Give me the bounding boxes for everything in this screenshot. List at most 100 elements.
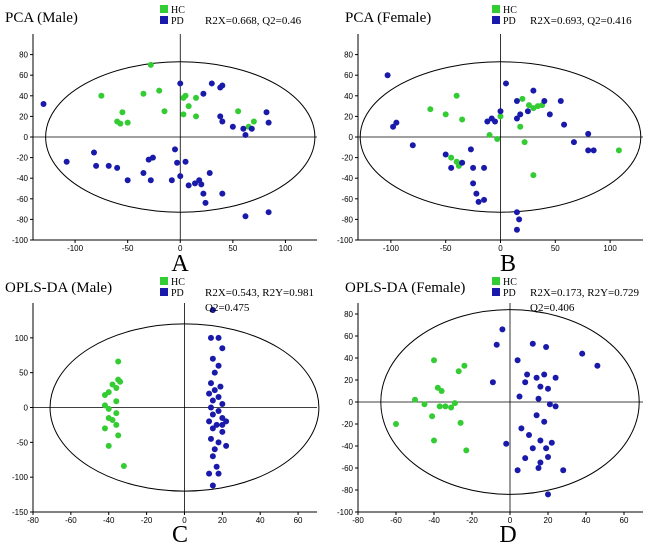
legend-pd-label: PD [171,16,184,27]
pd-point [585,147,592,154]
y-tick-label: -100 [337,236,354,245]
hc-point [119,109,126,116]
pd-point [209,397,216,404]
hc-point [113,398,120,405]
y-tick-label: 60 [344,332,353,341]
hc-point [98,92,105,99]
x-tick-label: -50 [122,244,134,253]
pd-point [585,130,592,137]
y-tick-label: 40 [19,92,28,101]
x-tick-label: 50 [228,244,237,253]
pd-point [557,97,564,104]
hc-point [438,388,445,394]
hc-point [140,90,147,97]
legend-hc-swatch [492,277,500,285]
y-tick-label: -60 [341,464,353,473]
x-tick-label: 0 [498,244,503,253]
panel-letter: D [499,522,516,548]
pd-point [140,170,147,177]
pd-point [207,380,214,387]
panel-letter: C [172,522,188,548]
confidence-ellipse [45,61,316,213]
pd-point [168,177,175,184]
pd-point [537,437,544,444]
pd-point [481,164,488,171]
y-tick-label: -150 [12,508,29,517]
pd-point [215,407,222,414]
pd-point [182,158,189,165]
legend-pd-swatch [160,16,168,24]
pd-point [209,306,216,313]
pd-point [545,385,551,392]
hc-point [115,432,122,439]
hc-point [193,94,200,101]
pd-point [217,113,224,120]
legend-pd-label: PD [171,288,184,299]
confidence-ellipse [49,323,320,492]
pd-point [211,446,218,453]
pd-point [206,170,213,177]
pd-point [546,111,553,118]
pd-point [590,147,597,154]
legend-pd-label: PD [503,288,516,299]
pd-point [242,131,249,138]
pd-point [207,404,214,411]
pd-point [533,374,540,381]
y-tick-label: 60 [19,71,28,80]
y-tick-label: -100 [337,508,354,517]
pd-point [488,115,495,122]
pd-point [570,139,577,146]
pd-point [514,357,521,364]
hc-point [101,425,108,432]
pd-point [475,198,482,205]
legend-hc-swatch [160,277,168,285]
x-tick-label: -100 [383,244,400,253]
pd-point [213,463,220,470]
hc-point [101,402,108,409]
panel-title: PCA (Male) [5,10,78,26]
pd-point [529,445,536,452]
y-tick-label: -20 [341,420,353,429]
pd-point [537,459,544,466]
pd-point [219,345,226,352]
hc-point [519,95,526,102]
y-tick-label: 100 [15,334,29,343]
pd-point [91,149,98,156]
y-tick-label: -80 [16,215,28,224]
hc-point [521,139,528,146]
pd-point [211,369,218,376]
pd-point [448,164,455,171]
panel-letter: B [500,251,516,277]
pd-point [213,421,220,428]
pd-point [497,108,504,115]
y-tick-label: 40 [344,92,353,101]
y-tick-label: 20 [344,376,353,385]
hc-point [448,404,455,411]
pd-point [516,216,523,223]
pd-point [202,199,209,206]
pd-point [522,379,529,386]
pd-point [393,119,400,126]
hc-point [436,403,443,410]
y-tick-label: -20 [16,154,28,163]
pd-point [147,177,154,184]
hc-point [113,384,120,391]
hc-point [109,381,116,388]
pd-point [535,465,542,471]
hc-point [486,131,493,138]
pd-point [548,439,555,446]
legend-pd-swatch [492,16,500,24]
pd-point [470,164,477,171]
y-tick-label: -100 [12,473,29,482]
pd-point [219,421,226,428]
pd-point [191,180,198,187]
x-tick-label: 20 [218,516,227,525]
x-tick-label: -60 [65,516,77,525]
pd-point [177,173,184,180]
pd-point [470,180,477,187]
x-tick-label: -40 [428,516,440,525]
x-tick-label: 40 [582,516,591,525]
pd-point [219,118,226,125]
confidence-ellipse [359,61,642,213]
